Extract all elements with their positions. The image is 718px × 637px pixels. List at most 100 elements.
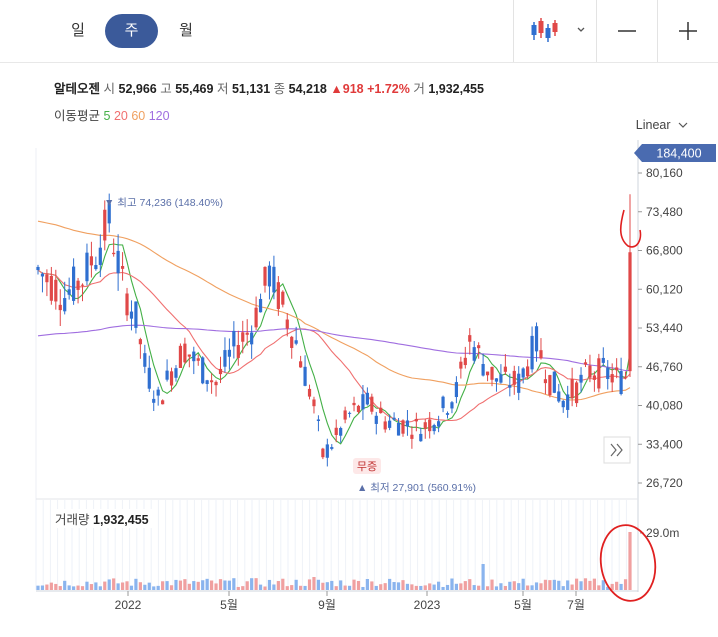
volume-bar bbox=[396, 582, 401, 590]
candle-body bbox=[419, 433, 423, 442]
candle-body bbox=[347, 412, 352, 414]
volume-bar bbox=[201, 580, 205, 590]
candle-body bbox=[530, 335, 534, 370]
volume-bar bbox=[138, 582, 142, 590]
candle-body bbox=[307, 388, 312, 397]
volume-bar bbox=[512, 581, 516, 590]
candle-body bbox=[103, 209, 107, 241]
candle-body bbox=[477, 345, 481, 349]
volume-bar bbox=[490, 579, 494, 590]
chevron-down-icon bbox=[577, 27, 585, 32]
volume-bar bbox=[454, 583, 459, 590]
volume-bar bbox=[610, 583, 614, 590]
candle-body bbox=[445, 413, 450, 415]
candle-body bbox=[552, 371, 556, 393]
candle-body bbox=[557, 391, 561, 402]
volume-bar bbox=[223, 580, 227, 590]
candle-body bbox=[539, 350, 543, 359]
volume-bar bbox=[566, 580, 570, 590]
candle-body bbox=[143, 353, 147, 367]
candle-body bbox=[303, 366, 307, 386]
candle-body bbox=[610, 374, 614, 383]
candle-body bbox=[459, 361, 463, 369]
candle-body bbox=[441, 396, 445, 409]
candle-body bbox=[80, 284, 85, 286]
candle-body bbox=[606, 367, 610, 379]
candle-body bbox=[258, 298, 263, 313]
volume-bar bbox=[530, 585, 534, 590]
scroll-latest-button[interactable] bbox=[603, 436, 631, 464]
candle-body bbox=[192, 351, 196, 362]
volume-panel-label: 거래량 1,932,455 bbox=[52, 509, 152, 528]
candle-body bbox=[463, 357, 467, 366]
minimize-button[interactable] bbox=[596, 0, 657, 62]
volume-bar bbox=[463, 581, 467, 590]
volume-bar bbox=[67, 585, 71, 590]
candle-body bbox=[98, 247, 102, 265]
chart-type-button[interactable] bbox=[513, 0, 596, 62]
stock-name: 알테오젠 bbox=[54, 82, 101, 96]
candlestick-icon bbox=[531, 18, 585, 42]
candle-body bbox=[592, 375, 596, 380]
ma-5[interactable]: 5 bbox=[103, 109, 111, 123]
volume-bar bbox=[548, 580, 552, 590]
volume-bar bbox=[321, 582, 325, 590]
volume-bar bbox=[325, 582, 329, 590]
candle-body bbox=[161, 400, 165, 405]
candle-body bbox=[597, 358, 601, 389]
tab-week[interactable]: 주 bbox=[105, 14, 158, 48]
volume-bar bbox=[388, 578, 392, 590]
candle-body bbox=[107, 203, 111, 224]
candle-body bbox=[450, 402, 454, 409]
volume-bar bbox=[574, 578, 579, 590]
volume-bar bbox=[539, 583, 543, 590]
candle-body bbox=[214, 381, 218, 386]
candle-body bbox=[187, 354, 191, 357]
candle-body bbox=[138, 339, 142, 345]
volume-bar bbox=[383, 583, 387, 590]
zoom-in-button[interactable] bbox=[657, 0, 718, 62]
plus-icon bbox=[679, 22, 697, 40]
candle-body bbox=[615, 367, 619, 371]
volume-bar bbox=[423, 585, 427, 590]
ma-60[interactable]: 60 bbox=[131, 109, 146, 123]
volume-bar bbox=[98, 586, 102, 590]
volume-bar bbox=[303, 585, 307, 590]
tab-month[interactable]: 월 bbox=[179, 22, 193, 39]
candle-body bbox=[232, 330, 236, 347]
candle-body bbox=[183, 343, 187, 363]
volume-bar bbox=[432, 584, 436, 590]
volume-bar bbox=[80, 586, 85, 590]
volume-bar bbox=[356, 580, 361, 590]
ma-line-60 bbox=[37, 220, 631, 401]
tab-day[interactable]: 일 bbox=[71, 22, 85, 39]
candle-body bbox=[294, 340, 298, 344]
x-tick-label: 2023 bbox=[414, 598, 441, 612]
volume-bar bbox=[481, 564, 485, 590]
y-tick-label: 60,120 bbox=[646, 282, 683, 296]
volume-bar bbox=[521, 578, 525, 590]
volume-bar bbox=[437, 581, 441, 590]
volume-bar bbox=[414, 585, 418, 590]
candle-body bbox=[156, 389, 160, 396]
candle-body bbox=[152, 398, 156, 403]
candle-body bbox=[388, 420, 392, 428]
ma-20[interactable]: 20 bbox=[113, 109, 128, 123]
y-tick-label: 73,480 bbox=[646, 205, 683, 219]
candle-body bbox=[534, 326, 539, 352]
volume-bar bbox=[232, 578, 236, 590]
volume-bar bbox=[508, 581, 512, 590]
volume-bar bbox=[290, 585, 294, 590]
scale-toggle[interactable]: Linear bbox=[636, 118, 688, 132]
volume-bar bbox=[205, 578, 209, 590]
candle-body bbox=[548, 375, 552, 396]
volume-bar bbox=[619, 583, 623, 590]
close-label: 종 bbox=[273, 82, 286, 96]
ma-120[interactable]: 120 bbox=[148, 109, 170, 123]
volume-bar bbox=[116, 583, 120, 590]
volume-bar bbox=[405, 583, 410, 590]
candle-body bbox=[414, 418, 418, 422]
candle-body bbox=[129, 311, 134, 319]
volume-bar bbox=[606, 586, 610, 590]
candle-body bbox=[468, 335, 472, 342]
